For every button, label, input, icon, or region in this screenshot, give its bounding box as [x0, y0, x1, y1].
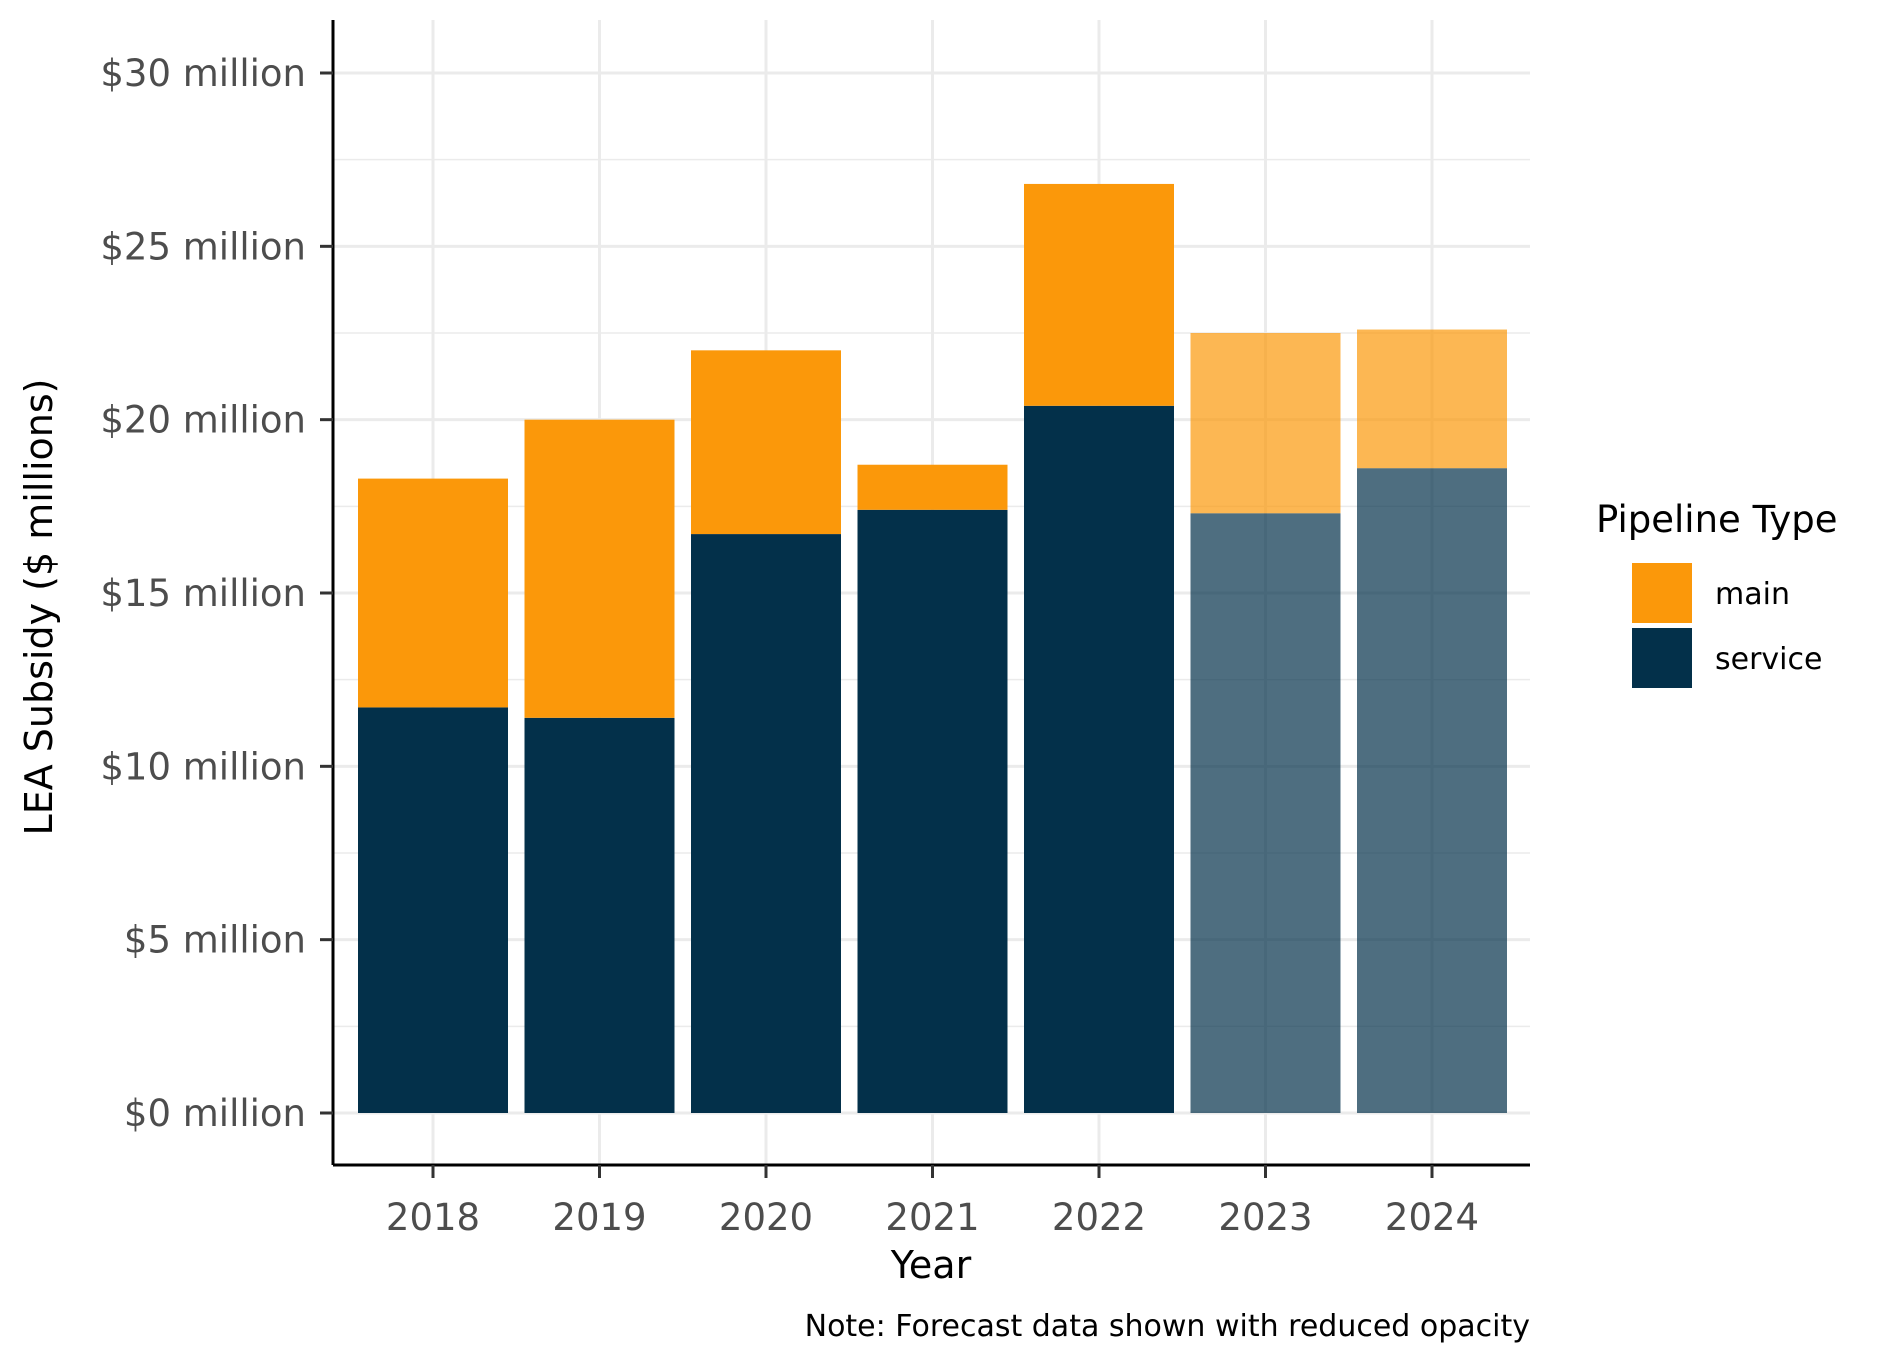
x-tick-label: 2018 — [386, 1196, 480, 1239]
y-axis-title: LEA Subsidy ($ millions) — [17, 379, 61, 836]
y-tick-label: $10 million — [100, 745, 306, 788]
bar-main-2021 — [857, 464, 1008, 510]
bar-main-2022 — [1024, 183, 1174, 406]
y-tick-label: $0 million — [124, 1092, 306, 1135]
x-tick-label: 2023 — [1218, 1196, 1312, 1239]
x-tick-label: 2019 — [552, 1196, 646, 1239]
x-tick-label: 2020 — [719, 1196, 813, 1239]
y-tick-label: $20 million — [100, 399, 306, 442]
y-tick-label: $25 million — [100, 225, 306, 268]
legend-label-main: main — [1715, 577, 1790, 612]
legend-label-service: service — [1715, 642, 1822, 677]
legend: Pipeline Type main service — [1596, 498, 1838, 688]
bars — [358, 183, 1507, 1113]
bar-service-2018 — [358, 707, 508, 1113]
x-tick-label: 2022 — [1052, 1196, 1146, 1239]
legend-swatch-main — [1632, 563, 1692, 623]
y-tick-label: $5 million — [124, 919, 306, 962]
bar-main-2018 — [358, 478, 508, 708]
x-axis-title: Year — [890, 1243, 972, 1287]
bar-service-2019 — [524, 717, 675, 1113]
legend-title: Pipeline Type — [1596, 498, 1838, 541]
bar-main-2024 — [1357, 329, 1507, 469]
x-axis-ticks: 2018 2019 2020 2021 2022 2023 2024 — [386, 1165, 1479, 1239]
bar-service-2023 — [1190, 513, 1341, 1113]
legend-swatch-service — [1632, 628, 1692, 688]
bar-main-2020 — [691, 350, 841, 535]
bar-main-2023 — [1190, 333, 1341, 514]
y-axis-ticks: $0 million $5 million $10 million $15 milli… — [100, 52, 333, 1135]
bar-service-2022 — [1024, 405, 1174, 1113]
y-tick-label: $30 million — [100, 52, 306, 95]
x-tick-label: 2021 — [885, 1196, 979, 1239]
bar-main-2019 — [524, 419, 675, 718]
y-tick-label: $15 million — [100, 572, 306, 615]
x-tick-label: 2024 — [1385, 1196, 1479, 1239]
bar-service-2021 — [857, 509, 1008, 1113]
bar-service-2024 — [1357, 468, 1507, 1113]
bar-service-2020 — [691, 534, 841, 1113]
chart-caption: Note: Forecast data shown with reduced o… — [805, 1309, 1530, 1344]
